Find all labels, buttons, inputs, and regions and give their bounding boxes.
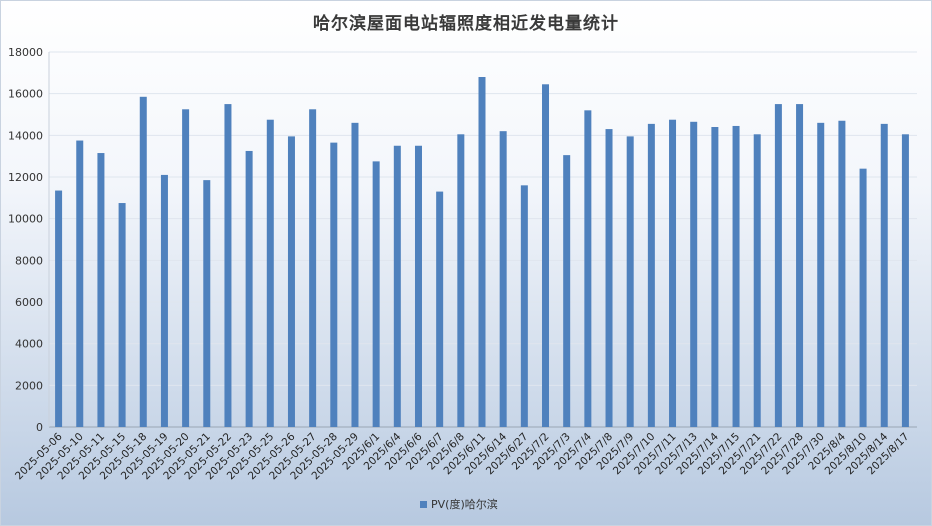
y-axis-ticks: 0 2000 4000 6000 8000 10000 12000 14000 16000 180… [8, 46, 43, 434]
bar [647, 123, 655, 427]
bar [203, 180, 211, 427]
y-tick-label: 6000 [15, 296, 43, 309]
bar [457, 134, 465, 427]
bar [330, 142, 338, 427]
bar [605, 129, 613, 428]
legend-swatch [420, 501, 427, 508]
bar [351, 122, 359, 427]
bar [287, 136, 295, 427]
bar [817, 122, 825, 427]
y-tick-label: 10000 [8, 213, 43, 226]
y-tick-label: 12000 [8, 171, 43, 184]
bar [626, 136, 634, 427]
bar [393, 145, 401, 427]
y-tick-label: 2000 [15, 379, 43, 392]
bar [97, 153, 105, 427]
bar [182, 109, 190, 428]
bar [838, 120, 846, 427]
legend-label: PV(度)哈尔滨 [431, 497, 498, 511]
bar [542, 84, 550, 428]
bar [796, 104, 804, 427]
bar [372, 161, 380, 427]
y-tick-label: 16000 [8, 88, 43, 101]
bars [55, 77, 909, 428]
bar [76, 140, 84, 427]
bar [669, 119, 677, 427]
bar [478, 77, 486, 427]
bar [859, 168, 867, 427]
bar [160, 174, 168, 427]
bar [753, 134, 761, 427]
bar [774, 104, 782, 427]
bar [520, 185, 528, 427]
bar [880, 123, 888, 427]
x-axis-ticks: 2025-05-062025-05-102025-05-112025-05-15… [13, 430, 911, 482]
bar [584, 110, 592, 427]
bar [711, 127, 719, 427]
y-tick-label: 18000 [8, 46, 43, 59]
chart-title: 哈尔滨屋面电站辐照度相近发电量统计 [313, 14, 619, 34]
bar [732, 125, 740, 427]
bar [901, 134, 909, 427]
bar [245, 150, 253, 428]
bar [563, 155, 571, 427]
bar [309, 109, 317, 428]
bar [118, 203, 126, 427]
y-tick-label: 14000 [8, 129, 43, 142]
bar [139, 96, 147, 428]
y-tick-label: 8000 [15, 254, 43, 267]
bar [55, 190, 63, 427]
bar [690, 121, 698, 428]
bar [436, 191, 444, 427]
bar [266, 119, 274, 427]
bar [499, 131, 507, 427]
legend: PV(度)哈尔滨 [420, 497, 498, 511]
bar [414, 145, 422, 427]
bar [224, 104, 232, 427]
y-tick-label: 0 [36, 421, 43, 434]
y-tick-label: 4000 [15, 338, 43, 351]
